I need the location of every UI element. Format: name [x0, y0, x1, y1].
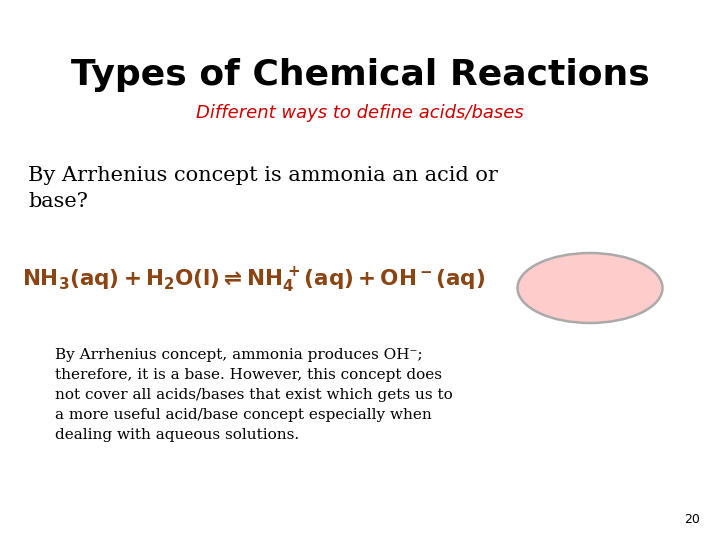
Text: By Arrhenius concept is ammonia an acid or
base?: By Arrhenius concept is ammonia an acid …: [28, 166, 498, 211]
Ellipse shape: [518, 253, 662, 323]
Text: $\mathbf{NH_3(aq) + H_2O(l) \rightleftharpoons NH_4^{\,+}(aq) + OH^-(aq)}$: $\mathbf{NH_3(aq) + H_2O(l) \rightleftha…: [22, 265, 485, 295]
Text: 20: 20: [684, 513, 700, 526]
Text: By Arrhenius concept, ammonia produces OH⁻;
therefore, it is a base. However, th: By Arrhenius concept, ammonia produces O…: [55, 348, 453, 442]
Text: Different ways to define acids/bases: Different ways to define acids/bases: [196, 104, 524, 122]
Text: Types of Chemical Reactions: Types of Chemical Reactions: [71, 58, 649, 92]
